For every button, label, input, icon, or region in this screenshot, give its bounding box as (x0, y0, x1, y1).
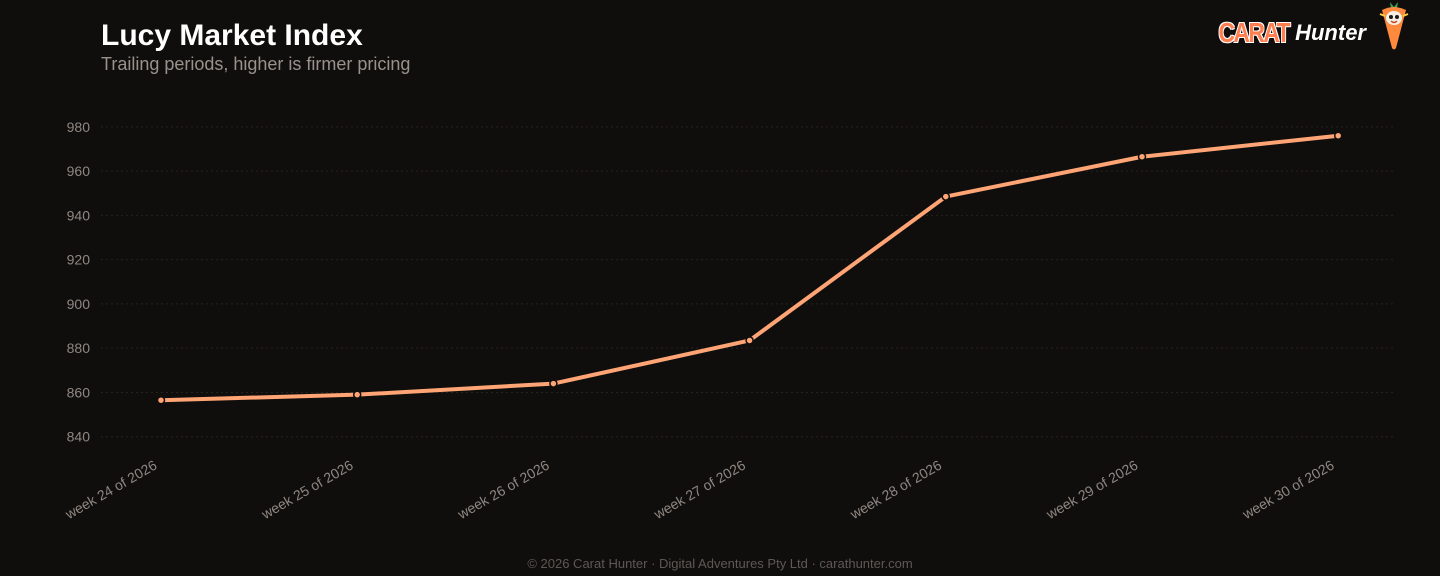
y-tick-label: 840 (67, 429, 91, 445)
x-tick-label: week 24 of 2026 (62, 457, 160, 523)
y-tick-label: 900 (67, 296, 91, 312)
x-tick-label: week 27 of 2026 (650, 457, 748, 523)
data-point[interactable] (156, 395, 166, 405)
data-point[interactable] (1333, 131, 1343, 140)
x-tick-label: week 28 of 2026 (846, 457, 944, 523)
y-tick-label: 940 (67, 207, 91, 223)
chart-header: Lucy Market Index Trailing periods, high… (101, 18, 410, 75)
x-axis: week 24 of 2026 week 25 of 2026 week 26 of… (62, 457, 1337, 523)
x-tick-label: week 25 of 2026 (258, 457, 356, 523)
x-tick-label: week 29 of 2026 (1043, 457, 1141, 523)
carrot-mascot-icon (1379, 2, 1409, 50)
footer-credit: © 2026 Carat Hunter · Digital Adventures… (527, 556, 913, 571)
points-layer (156, 131, 1343, 405)
data-point[interactable] (1137, 152, 1147, 161)
y-tick-label: 980 (67, 119, 91, 135)
brand-hunter-text: Hunter (1295, 20, 1366, 45)
grid-layer (101, 126, 1395, 438)
data-point[interactable] (745, 336, 754, 345)
chart-title: Lucy Market Index (101, 19, 363, 52)
data-point[interactable] (549, 379, 558, 388)
y-tick-label: 920 (67, 252, 91, 268)
data-point[interactable] (352, 390, 362, 399)
series-layer (159, 133, 1341, 403)
brand-carat-text: CARAT (1218, 17, 1291, 48)
x-tick-label: week 26 of 2026 (454, 457, 552, 523)
data-point[interactable] (941, 192, 951, 201)
y-tick-label: 880 (67, 340, 91, 356)
y-axis: 840 860 880 900 920 940 960 980 (67, 119, 91, 445)
brand-logo: CARAT Hunter (1203, 0, 1412, 52)
x-tick-label: week 30 of 2026 (1239, 457, 1337, 523)
series-line (159, 133, 1341, 403)
line-chart: 840 860 880 900 920 940 960 980 week 24 of 2026… (62, 119, 1395, 523)
chart-subtitle: Trailing periods, higher is firmer prici… (101, 54, 411, 74)
y-tick-label: 960 (67, 163, 91, 179)
y-tick-label: 860 (67, 384, 91, 400)
